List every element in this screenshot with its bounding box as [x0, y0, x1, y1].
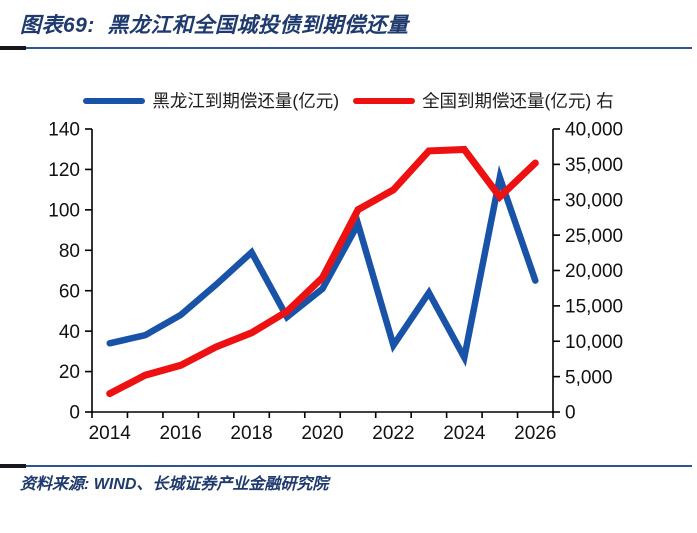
legend-label-national: 全国到期偿还量(亿元) 右 [422, 91, 614, 111]
left-axis-tick-label: 20 [59, 362, 80, 383]
legend-label-heilongjiang: 黑龙江到期偿还量(亿元) [152, 91, 340, 111]
left-axis-tick-label: 100 [48, 201, 80, 222]
national-line-swatch [353, 97, 416, 104]
heilongjiang-line-swatch [83, 97, 146, 104]
title-divider-line [26, 47, 692, 49]
right-axis-tick-label: 10,000 [565, 332, 623, 353]
legend-item-national: 全国到期偿还量(亿元) 右 [353, 88, 614, 113]
footer-divider [0, 464, 697, 469]
x-axis-tick-label: 2026 [514, 423, 556, 444]
x-axis-tick-label: 2022 [372, 423, 414, 444]
right-axis-tick-label: 30,000 [565, 190, 623, 211]
right-axis-tick-label: 5,000 [565, 367, 613, 388]
left-axis-tick-label: 40 [59, 322, 80, 343]
footer-divider-line [26, 465, 692, 467]
left-axis-tick-label: 60 [59, 281, 80, 302]
left-axis-tick-label: 0 [69, 403, 80, 424]
right-axis-tick-label: 25,000 [565, 226, 623, 247]
title-divider-accent [0, 46, 26, 50]
x-axis-tick-label: 2018 [230, 423, 272, 444]
x-axis-tick-label: 2020 [301, 423, 343, 444]
x-axis-tick-label: 2024 [443, 423, 486, 444]
x-axis-tick-label: 2016 [160, 423, 202, 444]
right-axis-tick-label: 35,000 [565, 155, 623, 176]
left-axis-tick-label: 140 [48, 120, 80, 141]
right-axis-tick-label: 15,000 [565, 297, 623, 318]
chart-legend: 黑龙江到期偿还量(亿元) 全国到期偿还量(亿元) 右 [0, 88, 697, 113]
source-note: 资料来源: WIND、长城证券产业金融研究院 [20, 476, 329, 493]
left-axis-tick-label: 120 [48, 160, 80, 181]
legend-item-heilongjiang: 黑龙江到期偿还量(亿元) [83, 88, 339, 113]
right-axis-tick-label: 40,000 [565, 120, 623, 141]
title-divider [0, 46, 697, 51]
chart-title: 图表69: 黑龙江和全国城投债到期偿还量 [20, 14, 409, 37]
x-axis-tick-label: 2014 [89, 423, 132, 444]
national-series-line [106, 145, 539, 398]
right-axis-tick-label: 20,000 [565, 261, 623, 282]
heilongjiang-series-line [106, 165, 539, 367]
left-axis-tick-label: 80 [59, 241, 80, 262]
right-axis-tick-label: 0 [565, 403, 576, 424]
footer-divider-accent [0, 464, 26, 468]
